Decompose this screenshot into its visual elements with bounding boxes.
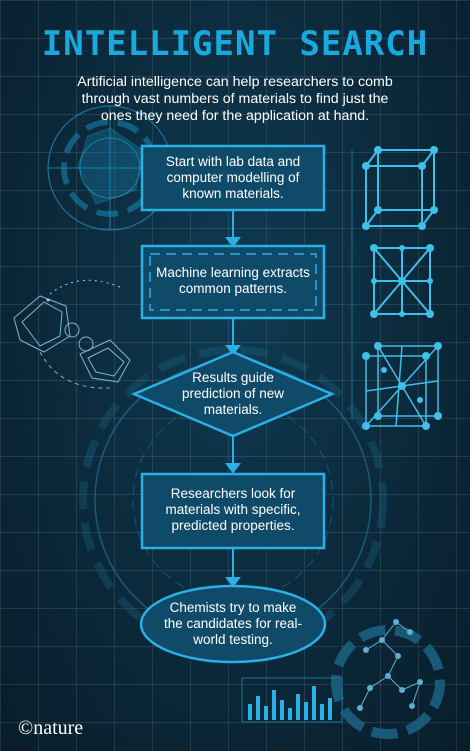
step-1-text: Start with lab data and computer modelli…	[165, 154, 301, 201]
arrow-down-icon	[225, 237, 241, 248]
step-3-diamond	[130, 350, 336, 438]
bcc-lattice-icon	[370, 244, 434, 318]
network-gauge-icon	[331, 619, 445, 739]
step-1-box	[140, 144, 326, 212]
arrow-down-icon	[225, 345, 241, 356]
step-2-box	[140, 244, 326, 320]
flow-connectors	[225, 210, 241, 588]
fcc-lattice-icon	[362, 342, 442, 430]
step-4-box	[140, 472, 326, 550]
step-5-text: Chemists try to make the candidates for …	[163, 600, 303, 647]
bar-graphic-icon	[241, 677, 343, 723]
molecule-wireframe-icon	[13, 295, 131, 389]
step-3-text: Results guide prediction of new material…	[181, 370, 285, 417]
cubic-lattice-icon	[362, 146, 438, 230]
step-5-ellipse	[139, 584, 327, 664]
arrow-down-icon	[225, 577, 241, 588]
step-2-dashed-frame	[149, 253, 317, 311]
intro-text: Artificial intelligence can help researc…	[77, 74, 393, 124]
page-title: INTELLIGENT SEARCH	[41, 24, 429, 64]
nature-logo: ©nature	[18, 717, 84, 739]
step-4-text: Researchers look for materials with spec…	[165, 486, 301, 533]
step-2-text: Machine learning extracts common pattern…	[156, 265, 310, 296]
arrow-down-icon	[225, 463, 241, 474]
